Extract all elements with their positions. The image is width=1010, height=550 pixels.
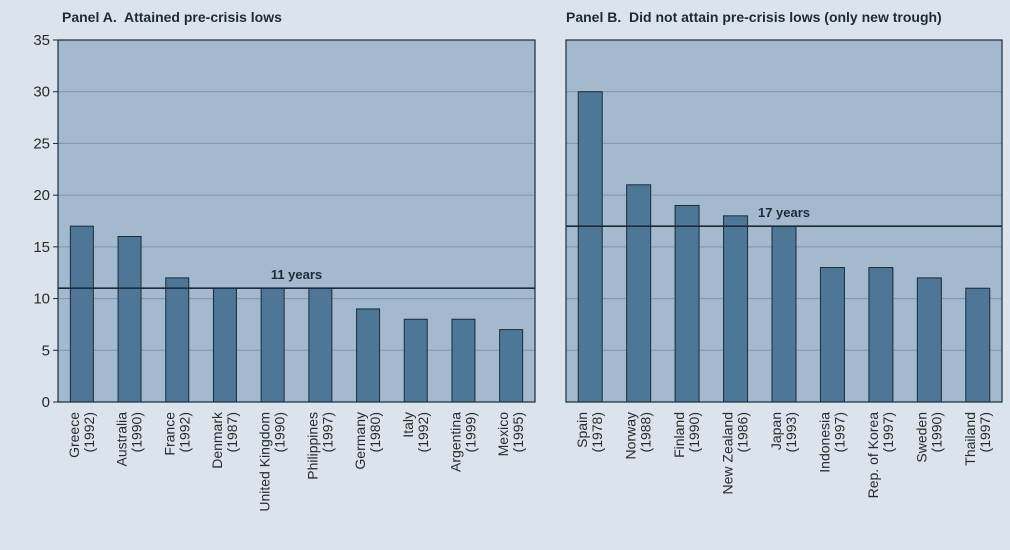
panel-b-category-label: Finland(1990) [671,412,702,458]
panel-a-category-label-line: (1987) [224,412,240,452]
panel-b-bar [916,277,942,403]
panel-b-category-label-line: Japan [768,412,784,450]
panel-a-y-tick-label: 10 [33,291,50,308]
panel-a-category-label-line: Australia [114,412,130,467]
panel-a-title: Panel A. Attained pre-crisis lows [62,9,282,25]
panel-a-category-label-line: Greece [66,412,82,458]
panel-a-bar [117,236,142,403]
panel-a-category-label-line: United Kingdom [257,412,273,512]
panel-b-category-label-line: (1993) [783,412,799,452]
panel-a-bar [403,318,428,403]
panel-b-category-label-line: (1978) [589,412,605,452]
panel-a-bar [451,318,476,403]
panel-b-title: Panel B. Did not attain pre-crisis lows … [566,9,942,25]
panel-b-category-label-line: (1990) [928,412,944,452]
panel-a-bar [308,287,333,403]
panel-b-category-label: Norway(1988) [623,412,654,459]
panel-a-category-label: Philippines(1997) [304,412,335,480]
panel-a-category-label: France(1992) [161,412,192,456]
panel-a-category-label-line: (1980) [367,412,383,452]
panel-a-category-label: Germany(1980) [352,412,383,470]
panel-b-category-label-line: (1986) [735,412,751,452]
panel-b-bar [577,91,603,403]
panel-b-frame [565,39,1003,403]
panel-a-category-label: Italy(1992) [400,412,431,452]
panel-a-category-label-line: Mexico [495,412,511,457]
panel-a-bar [356,308,381,403]
panel-a-category-label-line: Germany [352,412,368,470]
panel-b-bar [819,267,845,403]
panel-a-bar [499,329,524,403]
panel-b-category-label-line: Finland [671,412,687,458]
panel-a-category-label: Mexico(1995) [495,412,526,457]
panel-a-bar [212,287,237,403]
panel-a-reference-label: 11 years [271,267,322,282]
panel-a-y-tick-label: 5 [42,342,50,359]
panel-b-reference-label: 17 years [758,205,810,220]
panel-a-category-label-line: (1992) [415,412,431,452]
panel-a-category-label: Argentina(1999) [447,412,478,472]
panel-a-category-label-line: France [161,412,177,456]
panel-b-category-label-line: (1997) [831,412,847,452]
panel-b-category-label: Rep. of Korea(1997) [865,412,896,499]
panel-b-bar [771,225,797,403]
panel-b-category-label: Sweden(1990) [913,412,944,463]
panel-b-category-label: Spain(1978) [574,412,605,452]
panel-b-category-label: Indonesia(1997) [816,412,847,473]
panel-b-bar [868,267,894,403]
panel-a-y-tick-label: 0 [42,394,50,411]
panel-a-category-label-line: Argentina [447,412,463,472]
panel-a-y-tick-label: 25 [33,135,50,152]
panel-a-frame [57,39,536,403]
panel-a-category-label-line: (1992) [81,412,97,452]
panel-a-category-label: Denmark(1987) [209,411,240,469]
panel-b-category-label-line: (1997) [880,412,896,452]
panel-b-category-label-line: (1988) [638,412,654,452]
panel-b-category-label-line: Indonesia [816,412,832,473]
panel-a-category-label-line: (1997) [319,412,335,452]
panel-b-category-label-line: Thailand [962,412,978,466]
panel-b-category-label-line: Sweden [913,412,929,463]
panel-a-category-label-line: (1990) [272,412,288,452]
panel-a-category-label: United Kingdom(1990) [257,412,288,512]
panel-b-category-label-line: Spain [574,412,590,448]
panel-a-bar [165,277,190,403]
panel-a-y-tick-label: 20 [33,187,50,204]
panel-b-bar [626,184,652,403]
panel-b-category-label-line: Norway [623,412,639,459]
panel-b-category-label: New Zealand(1986) [720,412,751,495]
panel-a-category-label-line: (1995) [510,412,526,452]
panel-a-category-label-line: (1990) [129,412,145,452]
panel-b-category-label: Japan(1993) [768,412,799,452]
panel-b-category-label-line: (1990) [686,412,702,452]
panel-b-category-label-line: New Zealand [720,412,736,495]
panel-b-bar [674,204,700,403]
panel-b-bar [965,287,991,403]
panel-a-y-tick-label: 15 [33,239,50,256]
panel-a-category-label-line: Italy [400,412,416,438]
panel-a-y-tick-label: 35 [33,32,50,49]
panel-b-category-label-line: (1997) [977,412,993,452]
panel-a-bar [260,287,285,403]
panel-a-y-tick-label: 30 [33,84,50,101]
panel-a-category-label-line: Denmark [209,411,225,469]
panel-b-bar [723,215,749,403]
panel-a-category-label-line: Philippines [304,412,320,480]
panel-a-category-label: Australia(1990) [114,412,145,467]
panel-a-category-label: Greece(1992) [66,412,97,458]
panel-a-category-label-line: (1992) [176,412,192,452]
panel-a-bar [69,225,94,403]
panel-b-category-label: Thailand(1997) [962,412,993,466]
panel-b-category-label-line: Rep. of Korea [865,412,881,499]
panel-a-category-label-line: (1999) [462,412,478,452]
